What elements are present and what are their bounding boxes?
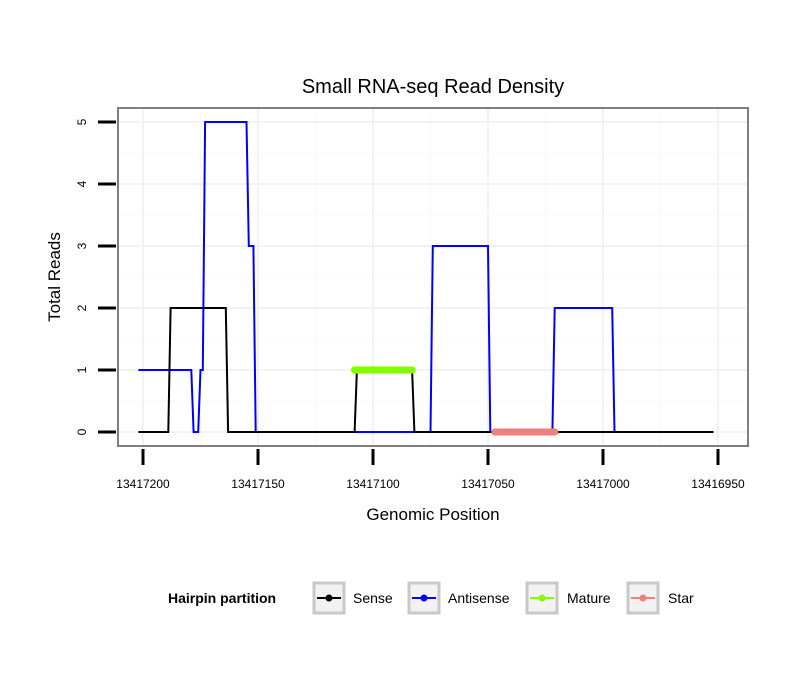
series-point-star (551, 428, 559, 436)
legend-label-star: Star (668, 590, 694, 606)
y-tick-label: 4 (75, 180, 89, 187)
series-layer (138, 121, 714, 436)
x-axis-label: Genomic Position (366, 505, 499, 524)
x-tick-label: 13417050 (461, 477, 515, 491)
x-tick-label: 13417200 (116, 477, 170, 491)
legend-label-sense: Sense (353, 590, 393, 606)
legend-label-mature: Mature (567, 590, 611, 606)
legend-dot-mature (538, 594, 546, 602)
legend-title: Hairpin partition (168, 590, 276, 606)
y-tick-label: 2 (75, 304, 89, 311)
y-tick-label: 5 (75, 118, 89, 125)
legend-dot-antisense (420, 594, 428, 602)
legend: Hairpin partition Sense Antisense Mature… (168, 581, 694, 615)
y-axis: 0 1 2 3 4 5 (75, 118, 116, 435)
legend-dot-star (639, 594, 647, 602)
y-tick-label: 0 (75, 428, 89, 435)
y-tick-label: 1 (75, 366, 89, 373)
y-tick-label: 3 (75, 242, 89, 249)
legend-dot-sense (325, 594, 333, 602)
series-line-sense (138, 307, 714, 433)
x-axis: 13417200 13417150 13417100 13417050 13417000… (116, 449, 745, 491)
x-tick-label: 13417000 (576, 477, 630, 491)
legend-label-antisense: Antisense (448, 590, 510, 606)
y-axis-label: Total Reads (45, 232, 64, 322)
x-tick-label: 13417150 (231, 477, 285, 491)
chart-title: Small RNA-seq Read Density (302, 76, 564, 98)
x-tick-label: 13416950 (691, 477, 745, 491)
plot-border (117, 107, 749, 447)
gridlines (118, 108, 748, 446)
series-point-mature (408, 366, 416, 374)
x-tick-label: 13417100 (346, 477, 400, 491)
